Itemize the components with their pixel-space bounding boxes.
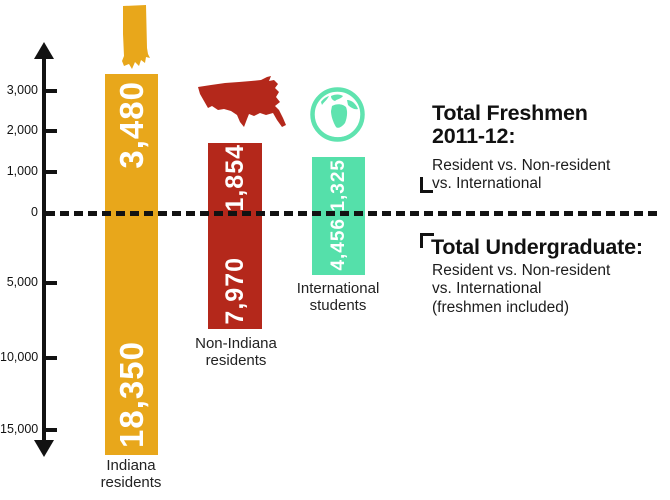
category-label-line: Indiana xyxy=(106,457,156,474)
category-label-line: International xyxy=(296,280,380,297)
undergraduate-body-line2: vs. International xyxy=(432,280,542,298)
category-label-line: Non-Indiana xyxy=(195,335,277,352)
axis-tick xyxy=(46,428,57,432)
axis-tick-label: 10,000 xyxy=(0,350,39,364)
axis-tick xyxy=(46,356,57,360)
axis-tick-label: 2,000 xyxy=(6,123,38,137)
usa-map-icon xyxy=(198,76,286,127)
corner-bracket-icon xyxy=(420,177,433,193)
undergraduate-annotation-body: Resident vs. Non-resident vs. Internatio… xyxy=(432,262,610,317)
axis-tick-label: 15,000 xyxy=(0,422,39,436)
category-label-international: International students xyxy=(272,280,404,314)
freshmen-body-line2: vs. International xyxy=(432,175,542,193)
freshmen-body-line1: Resident vs. Non-resident xyxy=(432,157,611,174)
bar-nonindiana-undergraduate: 7,970 xyxy=(208,213,262,329)
zero-baseline xyxy=(46,211,662,216)
category-label-line: residents xyxy=(100,473,162,491)
undergraduate-body-line1: Resident vs. Non-resident xyxy=(432,262,611,279)
bar-indiana-freshmen: 3,480 xyxy=(105,74,158,213)
bar-value-label: 1,325 xyxy=(328,158,349,212)
axis-tick-label: 5,000 xyxy=(6,275,38,289)
bar-indiana-undergraduate: 18,350 xyxy=(105,213,158,455)
bar-value-label: 18,350 xyxy=(113,341,150,448)
freshmen-annotation-body: Resident vs. Non-resident vs. Internatio… xyxy=(432,157,610,194)
bar-value-label: 4,456 xyxy=(328,217,349,271)
axis-tick xyxy=(46,281,57,285)
y-axis-line xyxy=(42,56,46,442)
undergraduate-annotation-title: Total Undergraduate: xyxy=(431,235,643,259)
axis-tick xyxy=(46,170,57,174)
category-label-line: residents xyxy=(205,351,267,369)
freshmen-annotation-title: Total Freshmen 2011-12: xyxy=(432,101,588,148)
axis-tick-label: 3,000 xyxy=(6,83,38,97)
bar-value-label: 1,854 xyxy=(220,144,249,212)
bar-nonindiana-freshmen: 1,854 xyxy=(208,143,262,213)
globe-icon xyxy=(310,87,365,142)
axis-tick xyxy=(46,129,57,133)
indiana-state-icon xyxy=(122,5,150,69)
axis-tick-label: 0 xyxy=(31,205,38,219)
axis-arrow-down-icon xyxy=(34,440,54,457)
bar-international-freshmen: 1,325 xyxy=(312,157,365,213)
freshmen-title-line2: 2011-12: xyxy=(432,124,516,148)
axis-arrow-up-icon xyxy=(34,42,54,59)
freshmen-title-line1: Total Freshmen xyxy=(432,101,588,125)
axis-tick xyxy=(46,89,57,93)
corner-bracket-icon xyxy=(420,233,434,248)
category-label-line: students xyxy=(309,296,367,314)
bar-value-label: 3,480 xyxy=(113,81,150,169)
bar-international-undergraduate: 4,456 xyxy=(312,213,365,275)
category-label-nonindiana: Non-Indiana residents xyxy=(170,335,302,369)
undergraduate-body-line3: (freshmen included) xyxy=(432,298,569,316)
bar-value-label: 7,970 xyxy=(220,257,249,325)
category-label-indiana: Indiana residents xyxy=(65,457,197,491)
axis-tick-label: 1,000 xyxy=(6,164,38,178)
